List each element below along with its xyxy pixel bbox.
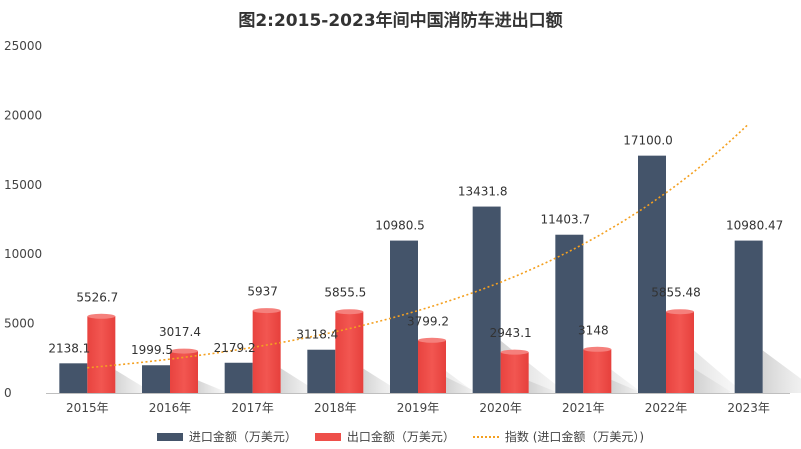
x-tick-label: 2020年	[479, 401, 522, 415]
export-bar-top	[252, 308, 281, 314]
legend-label-import: 进口金额（万美元）	[188, 430, 297, 444]
legend-swatch-trend	[472, 435, 499, 438]
legend-swatch-import	[156, 432, 183, 441]
x-tick-label: 2015年	[66, 401, 109, 415]
legend-swatch-export	[314, 432, 341, 441]
y-tick-label: 0	[4, 386, 12, 400]
bar-shadow	[611, 379, 641, 393]
export-bar	[500, 352, 529, 393]
import-data-label: 10980.5	[375, 219, 425, 233]
legend-label-export: 出口金额（万美元）	[346, 430, 455, 444]
x-tick-label: 2018年	[314, 401, 357, 415]
bar-shadow	[694, 368, 731, 393]
import-data-label: 11403.7	[541, 213, 591, 227]
y-tick-label: 15000	[4, 178, 42, 192]
import-bar	[142, 365, 170, 393]
export-bar	[252, 310, 281, 393]
import-bar	[307, 349, 336, 393]
x-tick-label: 2017年	[231, 401, 274, 415]
bar-shadow	[446, 377, 477, 393]
x-tick-label: 2019年	[397, 401, 440, 415]
import-data-label: 13431.8	[458, 185, 508, 199]
y-tick-label: 25000	[4, 39, 42, 53]
import-data-label: 1999.5	[131, 343, 173, 357]
export-data-label: 3017.4	[159, 325, 201, 339]
bar-shadow	[762, 350, 801, 393]
legend-label-trend: 指数 (进口金额（万美元）)	[504, 430, 645, 444]
export-bar-top	[500, 349, 529, 355]
bar-shadow	[198, 380, 227, 393]
export-bar-top	[418, 337, 446, 343]
import-bar	[224, 362, 253, 393]
export-bar-top	[666, 309, 694, 315]
import-data-label: 10980.47	[726, 219, 783, 233]
import-bar	[59, 363, 88, 393]
export-bar	[666, 311, 694, 393]
x-tick-label: 2023年	[727, 401, 770, 415]
export-data-label: 5855.5	[324, 286, 366, 300]
legend-item-export: 出口金额（万美元）	[314, 428, 455, 445]
export-bar	[418, 340, 446, 393]
import-data-label: 2138.1	[48, 341, 90, 355]
export-data-label: 3799.2	[407, 314, 449, 328]
y-tick-label: 20000	[4, 108, 42, 122]
export-bar	[335, 311, 364, 393]
export-bar-top	[87, 313, 116, 319]
legend-item-trend: 指数 (进口金额（万美元）)	[472, 428, 645, 445]
export-data-label: 2943.1	[490, 326, 532, 340]
import-bar	[734, 240, 763, 393]
y-tick-label: 10000	[4, 247, 42, 261]
chart-title: 图2:2015-2023年间中国消防车进出口额	[238, 11, 563, 31]
export-bar	[170, 351, 198, 393]
x-tick-label: 2022年	[645, 401, 688, 415]
import-bar	[555, 234, 584, 393]
x-tick-label: 2016年	[149, 401, 192, 415]
import-bar	[472, 206, 501, 393]
export-bar-top	[583, 346, 612, 352]
legend: 进口金额（万美元） 出口金额（万美元） 指数 (进口金额（万美元）)	[0, 428, 801, 445]
export-data-label: 5526.7	[76, 290, 118, 304]
export-bar	[87, 316, 116, 393]
import-data-label: 2179.2	[214, 341, 256, 355]
export-bar-top	[170, 348, 198, 354]
chart-plot: 0 5000 10000 15000 20000 25000 2015年 2016年 2017…	[4, 39, 801, 415]
bar-shadow	[528, 380, 557, 393]
import-bar	[638, 155, 666, 393]
export-bar-top	[335, 309, 364, 315]
export-data-label: 5855.48	[651, 286, 701, 300]
import-data-label: 17100.0	[623, 134, 673, 148]
y-tick-label: 5000	[4, 317, 35, 331]
export-data-label: 3148	[578, 323, 609, 337]
x-tick-label: 2021年	[562, 401, 605, 415]
export-bar	[583, 349, 612, 393]
legend-item-import: 进口金额（万美元）	[156, 428, 297, 445]
export-data-label: 5937	[247, 285, 278, 299]
import-data-label: 3118.4	[296, 328, 338, 342]
bar-shadow	[115, 369, 151, 393]
